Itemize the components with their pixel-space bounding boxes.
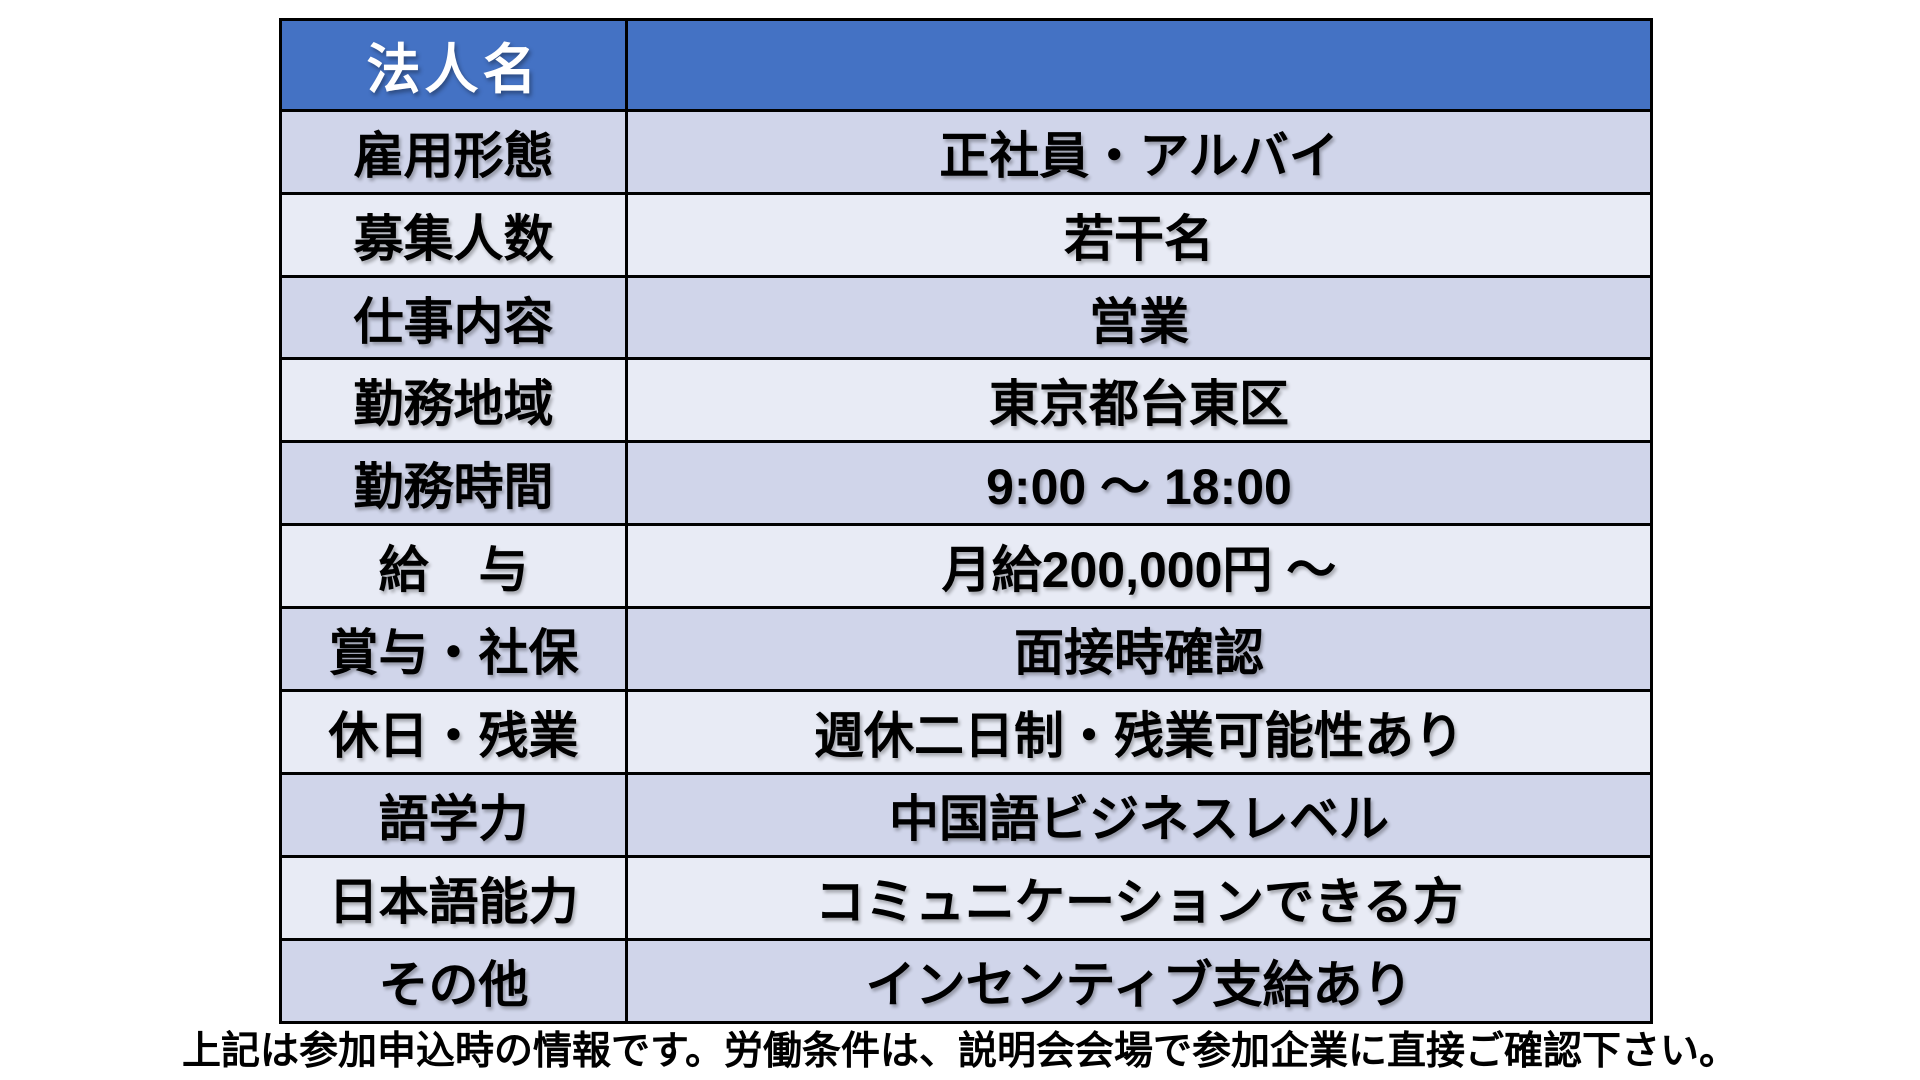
table-row: その他 インセンティブ支給あり xyxy=(279,938,1653,1024)
table-row: 休日・残業 週休二日制・残業可能性あり xyxy=(279,689,1653,776)
row-label: 日本語能力 xyxy=(279,855,628,942)
row-label: 勤務時間 xyxy=(279,440,628,527)
row-label: 雇用形態 xyxy=(279,108,628,195)
table-row: 雇用形態 正社員・アルバイ xyxy=(279,108,1653,195)
row-value: 面接時確認 xyxy=(625,606,1653,693)
row-label: 語学力 xyxy=(279,772,628,859)
row-label: 勤務地域 xyxy=(279,357,628,444)
row-label: 募集人数 xyxy=(279,191,628,278)
row-label: 賞与・社保 xyxy=(279,606,628,693)
table-row: 給 与 月給200,000円 ～ xyxy=(279,523,1653,610)
table-row: 募集人数 若干名 xyxy=(279,191,1653,278)
row-value: 中国語ビジネスレベル xyxy=(625,772,1653,859)
row-value: コミュニケーションできる方 xyxy=(625,855,1653,942)
table-row: 日本語能力 コミュニケーションできる方 xyxy=(279,855,1653,942)
row-value: 月給200,000円 ～ xyxy=(625,523,1653,610)
row-value: 9:00 ～ 18:00 xyxy=(625,440,1653,527)
job-info-table: 法人名 雇用形態 正社員・アルバイ 募集人数 若干名 仕事内容 営業 勤務地域 … xyxy=(279,18,1653,1024)
table-row: 仕事内容 営業 xyxy=(279,274,1653,361)
table-row: 語学力 中国語ビジネスレベル xyxy=(279,772,1653,859)
row-value: 東京都台東区 xyxy=(625,357,1653,444)
table-row: 勤務地域 東京都台東区 xyxy=(279,357,1653,444)
row-value: 正社員・アルバイ xyxy=(625,108,1653,195)
header-label-cell: 法人名 xyxy=(279,18,628,112)
row-label: 休日・残業 xyxy=(279,689,628,776)
row-label: 給 与 xyxy=(279,523,628,610)
table-row: 賞与・社保 面接時確認 xyxy=(279,606,1653,693)
row-label: その他 xyxy=(279,938,628,1024)
row-value: 若干名 xyxy=(625,191,1653,278)
row-value: インセンティブ支給あり xyxy=(625,938,1653,1024)
row-value: 営業 xyxy=(625,274,1653,361)
header-value-cell xyxy=(625,18,1653,112)
footer-note: 上記は参加申込時の情報です。労働条件は、説明会会場で参加企業に直接ご確認下さい。 xyxy=(181,1030,1739,1073)
header-row: 法人名 xyxy=(279,18,1653,112)
row-value: 週休二日制・残業可能性あり xyxy=(625,689,1653,776)
table-row: 勤務時間 9:00 ～ 18:00 xyxy=(279,440,1653,527)
row-label: 仕事内容 xyxy=(279,274,628,361)
